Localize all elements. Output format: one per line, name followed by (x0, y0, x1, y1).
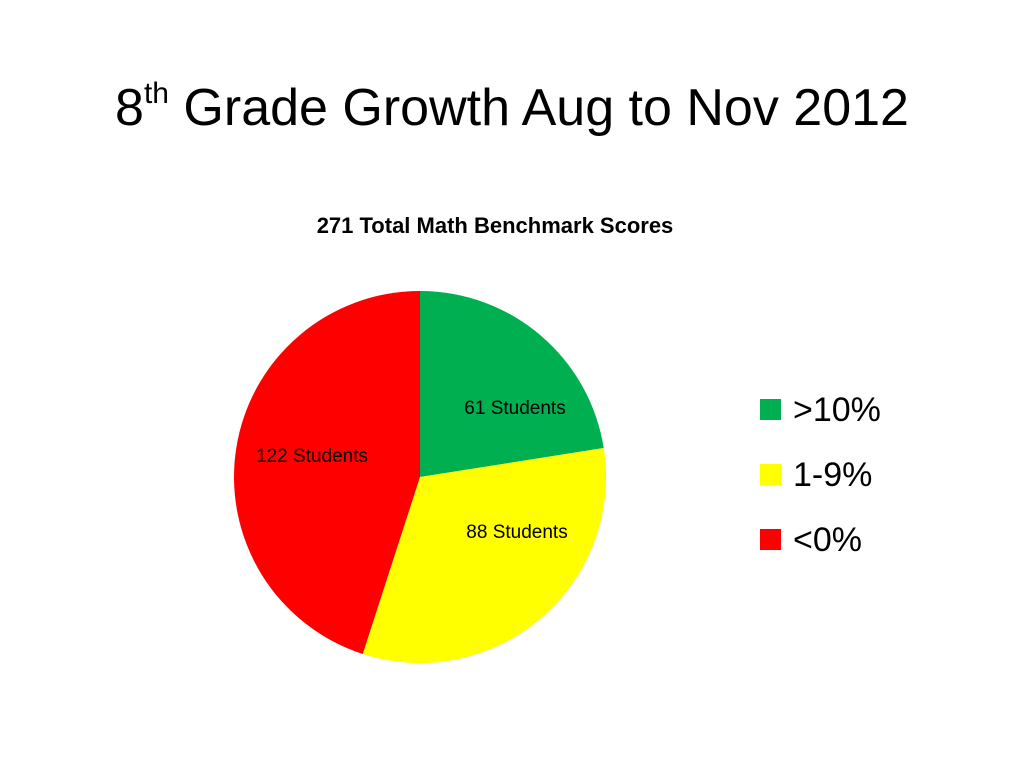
legend-label-2: <0% (793, 520, 862, 559)
legend-swatch-2 (760, 529, 781, 550)
pie-slice-1 (362, 448, 606, 663)
pie-slice-2 (234, 291, 420, 654)
pie-slice-label-2: 122 Students (256, 446, 368, 467)
pie-slice-label-0: 61 Students (464, 398, 566, 419)
legend-label-1: 1-9% (793, 455, 873, 494)
slide-title-superscript: th (143, 77, 169, 110)
pie-slice-label-1: 88 Students (466, 522, 568, 543)
legend-swatch-1 (760, 464, 781, 485)
chart-legend: >10% 1-9% <0% (760, 388, 881, 583)
legend-item-2: <0% (760, 518, 881, 561)
pie-slice-0 (420, 291, 604, 477)
chart-title: 271 Total Math Benchmark Scores (316, 213, 674, 238)
legend-label-0: >10% (793, 390, 881, 429)
legend-item-1: 1-9% (760, 453, 881, 496)
slide-title-prefix: 8 (115, 79, 144, 137)
legend-item-0: >10% (760, 388, 881, 431)
legend-swatch-0 (760, 399, 781, 420)
slide-title-rest: Grade Growth Aug to Nov 2012 (168, 79, 909, 137)
slide-title: 8th Grade Growth Aug to Nov 2012 (0, 62, 1024, 140)
